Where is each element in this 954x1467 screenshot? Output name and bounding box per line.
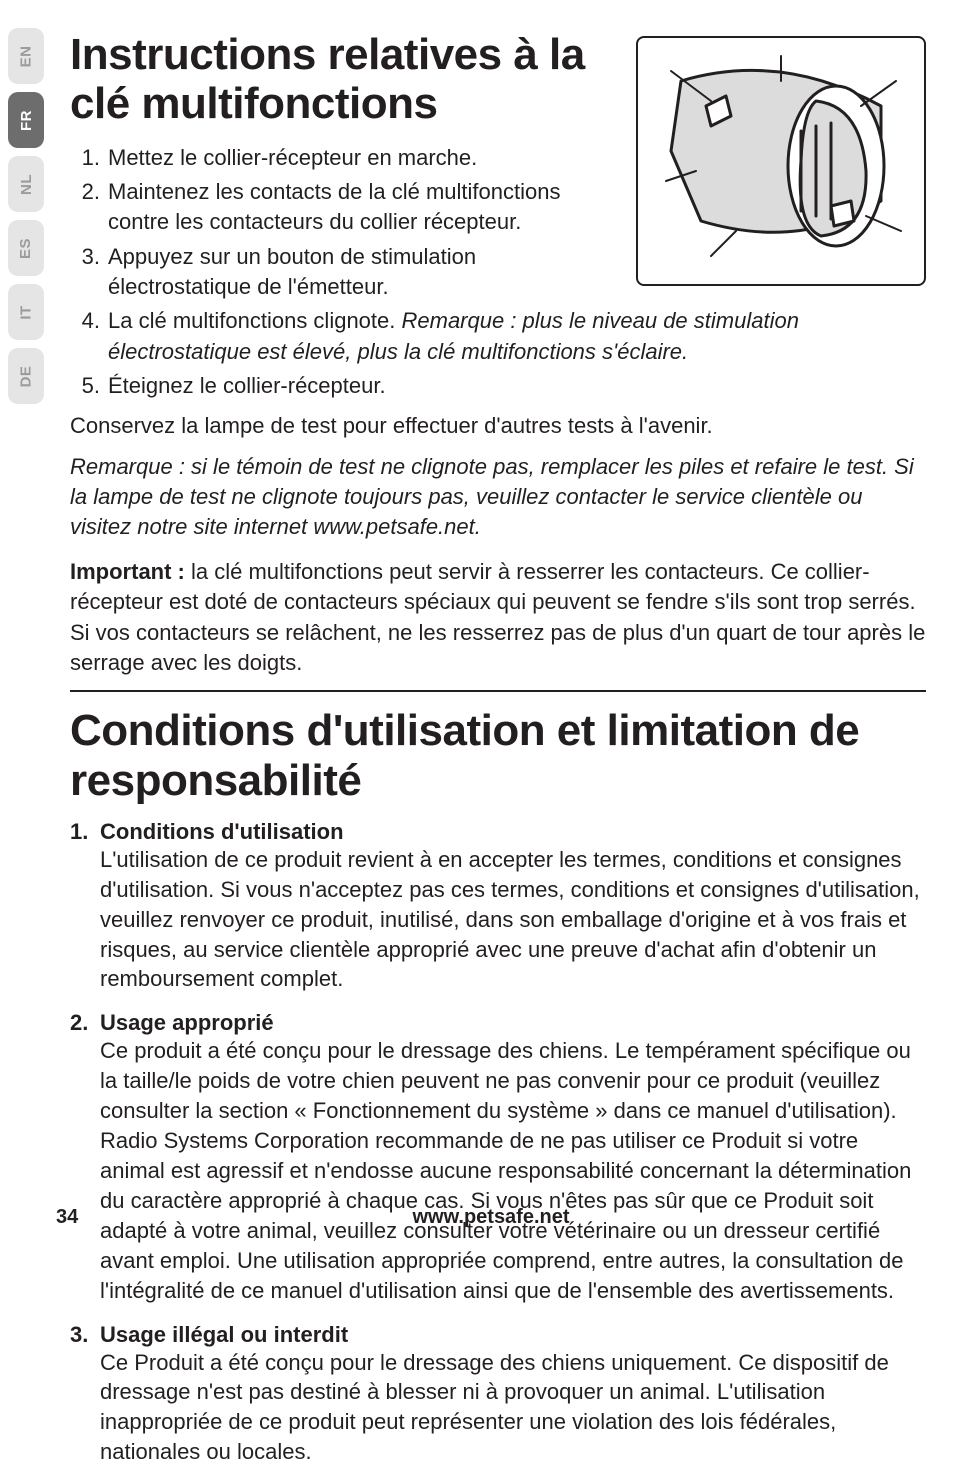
term-1-head: Conditions d'utilisation <box>70 819 926 845</box>
important-body: la clé multifonctions peut servir à ress… <box>70 559 925 675</box>
receiver-collar-icon <box>651 51 911 271</box>
terms-list: Conditions d'utilisation L'utilisation d… <box>70 819 926 1467</box>
lang-label: ES <box>17 237 34 258</box>
lang-tab-it[interactable]: IT <box>8 284 44 340</box>
lang-tab-en[interactable]: EN <box>8 28 44 84</box>
lang-tab-fr[interactable]: FR <box>8 92 44 148</box>
page-number: 34 <box>56 1206 116 1229</box>
important-lead: Important : <box>70 559 185 584</box>
lang-label: EN <box>18 45 35 67</box>
remark-note: Remarque : si le témoin de test ne clign… <box>70 452 926 543</box>
section2-title: Conditions d'utilisation et limitation d… <box>70 706 926 805</box>
step-5: Éteignez le collier-récepteur. <box>70 371 926 401</box>
term-2-head: Usage approprié <box>70 1010 926 1036</box>
footer-url: www.petsafe.net <box>116 1206 866 1229</box>
step-4: La clé multifonctions clignote. Remarque… <box>70 306 926 367</box>
lang-label: IT <box>18 305 35 319</box>
term-3-body: Ce Produit a été conçu pour le dressage … <box>70 1348 926 1467</box>
lang-label: NL <box>18 174 35 195</box>
lang-tab-de[interactable]: DE <box>8 348 44 404</box>
term-3-head: Usage illégal ou interdit <box>70 1322 926 1348</box>
language-tabs: EN FR NL ES IT DE <box>8 28 44 404</box>
illustration-receiver <box>636 36 926 286</box>
lang-tab-es[interactable]: ES <box>8 220 44 276</box>
term-1: Conditions d'utilisation L'utilisation d… <box>70 819 926 995</box>
section-divider <box>70 690 926 692</box>
term-3: Usage illégal ou interdit Ce Produit a é… <box>70 1322 926 1467</box>
step-4-lead: La clé multifonctions clignote. <box>108 308 402 333</box>
lang-label: DE <box>18 365 35 387</box>
term-2: Usage approprié Ce produit a été conçu p… <box>70 1010 926 1305</box>
page-footer: 34 www.petsafe.net <box>56 1206 926 1229</box>
term-1-body: L'utilisation de ce produit revient à en… <box>70 845 926 995</box>
lang-label: FR <box>18 110 35 131</box>
lang-tab-nl[interactable]: NL <box>8 156 44 212</box>
term-2-body: Ce produit a été conçu pour le dressage … <box>70 1036 926 1305</box>
after-steps: Conservez la lampe de test pour effectue… <box>70 411 926 441</box>
important-note: Important : la clé multifonctions peut s… <box>70 557 926 678</box>
